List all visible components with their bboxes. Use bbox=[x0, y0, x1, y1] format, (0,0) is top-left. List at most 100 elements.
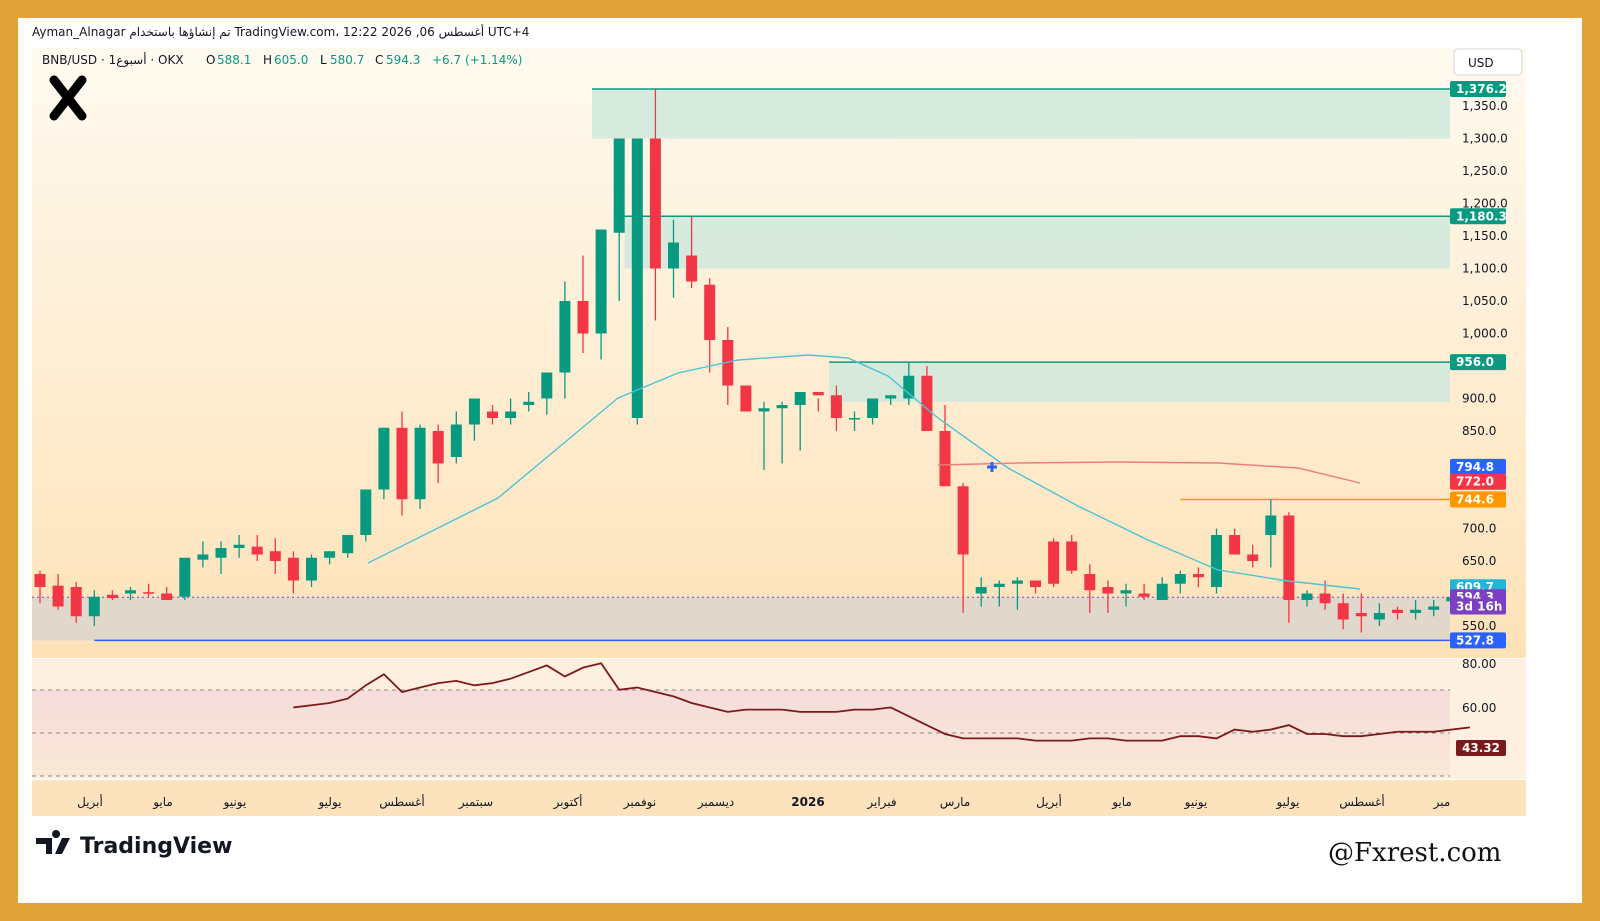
candle bbox=[306, 554, 317, 587]
rsi-current-badge: 43.32 bbox=[1456, 740, 1506, 756]
candle-body bbox=[740, 385, 752, 412]
candle bbox=[1211, 528, 1222, 594]
candle-body bbox=[1156, 583, 1168, 600]
candle bbox=[1392, 606, 1403, 620]
crossover-marker-icon bbox=[987, 462, 997, 472]
candle-body bbox=[1084, 574, 1096, 591]
candle bbox=[812, 392, 824, 412]
price-badge-text: 1,180.3 bbox=[1456, 209, 1507, 223]
brand-name: TradingView bbox=[80, 834, 232, 859]
candle bbox=[921, 366, 933, 431]
candle bbox=[34, 570, 46, 604]
candle-body bbox=[559, 301, 571, 373]
candle-body bbox=[1102, 587, 1114, 594]
candle bbox=[505, 398, 517, 425]
candle bbox=[686, 216, 698, 288]
author-logo-icon bbox=[49, 75, 87, 121]
candle bbox=[468, 398, 480, 441]
rsi-tick-label: 80.00 bbox=[1462, 657, 1496, 671]
candle-body bbox=[1373, 613, 1385, 620]
candle bbox=[342, 535, 354, 558]
candle bbox=[1066, 535, 1078, 574]
candle bbox=[649, 89, 661, 321]
candle-body bbox=[830, 395, 842, 418]
candle-body bbox=[342, 535, 354, 554]
time-tick-label: يوليو bbox=[317, 795, 341, 810]
currency-button[interactable]: USD bbox=[1453, 48, 1523, 76]
tradingview-chart: Ayman_Alnagar تم إنشاؤها باستخدام Tradin… bbox=[18, 18, 1582, 903]
price-badge: 1,376.2 bbox=[1450, 80, 1507, 97]
price-axis[interactable]: 1,350.0 1,300.0 1,250.0 1,200.0 1,150.0 1,100… bbox=[1462, 99, 1508, 633]
time-tick-label: أغسطس bbox=[1339, 794, 1384, 810]
candle bbox=[1301, 590, 1313, 607]
candle-body bbox=[613, 138, 625, 233]
time-tick-label: فبراير bbox=[866, 795, 896, 810]
price-tick-label: 1,350.0 bbox=[1462, 99, 1508, 113]
price-badge-text: 527.8 bbox=[1456, 633, 1494, 647]
candles-layer bbox=[34, 89, 1458, 633]
price-badge: 527.8 bbox=[1450, 632, 1506, 649]
time-axis[interactable]: أبريل مايو يونيو يوليو أغسطس سبتمبر أكتوبر نوفم… bbox=[77, 794, 1450, 810]
candle bbox=[143, 583, 155, 597]
tradingview-logo-icon bbox=[36, 830, 70, 854]
candle-body bbox=[867, 398, 879, 418]
candle-body bbox=[378, 427, 390, 490]
candle bbox=[957, 483, 969, 613]
moving-averages-layer bbox=[367, 354, 1361, 590]
candle-body bbox=[1428, 606, 1440, 610]
candle-body bbox=[1301, 593, 1313, 600]
candle bbox=[595, 229, 607, 360]
chart-svg: Ayman_Alnagar تم إنشاؤها باستخدام Tradin… bbox=[32, 24, 1526, 868]
candle bbox=[1265, 499, 1277, 568]
time-axis-background bbox=[32, 780, 1526, 816]
candle bbox=[432, 424, 444, 483]
candle bbox=[1247, 544, 1259, 568]
candle bbox=[794, 392, 806, 451]
candle bbox=[88, 590, 100, 626]
candle-body bbox=[1319, 593, 1331, 604]
candle-body bbox=[52, 585, 64, 607]
candle-body bbox=[1247, 554, 1259, 561]
low-label: L bbox=[320, 53, 327, 67]
price-tick-label: 650.0 bbox=[1462, 554, 1496, 568]
symbol-line: BNB/USD · 1أسبوع · OKX bbox=[42, 52, 184, 68]
candle-body bbox=[1120, 590, 1132, 594]
candle-body bbox=[668, 242, 679, 269]
candle-body bbox=[1138, 593, 1150, 597]
time-tick-label: مبر bbox=[1433, 795, 1451, 810]
time-tick-label: مايو bbox=[152, 795, 173, 810]
range-box bbox=[32, 597, 1450, 641]
time-tick-label: 2026 bbox=[791, 795, 824, 809]
price-badge: 3d 16h bbox=[1450, 598, 1506, 615]
candle-body bbox=[921, 375, 933, 431]
candle-body bbox=[487, 411, 498, 418]
candle-body bbox=[251, 546, 263, 555]
candle bbox=[396, 411, 408, 516]
candle bbox=[903, 362, 915, 405]
demand-zone-1 bbox=[592, 88, 1450, 139]
candle-body bbox=[957, 486, 969, 555]
candle bbox=[450, 411, 462, 464]
header-caption: Ayman_Alnagar تم إنشاؤها باستخدام Tradin… bbox=[32, 24, 529, 40]
candle-body bbox=[794, 392, 806, 405]
watermark: @Fxrest.com bbox=[1328, 838, 1501, 868]
candle bbox=[52, 574, 64, 610]
time-tick-label: يونيو bbox=[1184, 795, 1208, 810]
candle bbox=[378, 427, 390, 500]
candle-body bbox=[414, 427, 426, 500]
candle bbox=[849, 411, 860, 431]
candle-body bbox=[1355, 613, 1367, 617]
candle bbox=[1120, 583, 1132, 607]
candle-body bbox=[1011, 580, 1023, 584]
candle-body bbox=[885, 395, 897, 399]
price-badge: 744.6 bbox=[1450, 491, 1506, 508]
price-badge-text: 772.0 bbox=[1456, 475, 1494, 489]
candle bbox=[1355, 593, 1367, 633]
candle-body bbox=[287, 557, 299, 581]
red-moving-average bbox=[937, 461, 1361, 484]
candle-body bbox=[903, 375, 915, 399]
price-badge-box bbox=[1450, 491, 1506, 508]
candle bbox=[1174, 570, 1186, 594]
time-tick-label: مايو bbox=[1111, 795, 1132, 810]
candle-body bbox=[577, 301, 589, 334]
